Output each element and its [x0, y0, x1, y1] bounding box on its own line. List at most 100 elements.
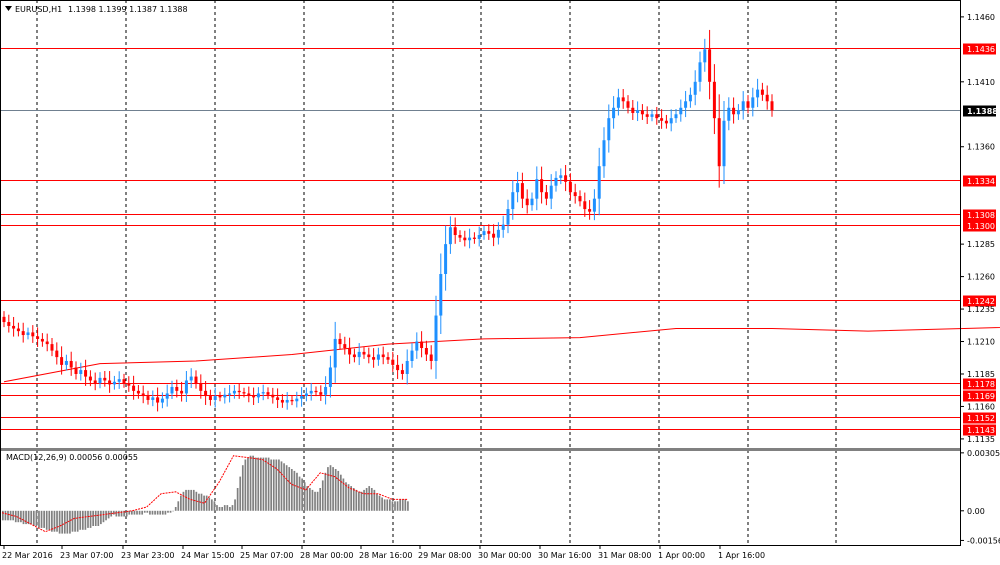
candle-body-103	[496, 229, 500, 238]
macd-bar-25	[66, 510, 69, 534]
candle-body-156	[751, 97, 755, 108]
candle-body-15	[74, 367, 78, 374]
candle-body-122	[588, 209, 592, 212]
candle-body-3	[16, 328, 20, 332]
candle-body-157	[756, 89, 760, 98]
candle-body-123	[592, 198, 596, 212]
macd-bar-63	[164, 510, 167, 515]
candle-body-74	[357, 351, 361, 358]
macd-bar-76	[198, 493, 200, 511]
time-label-7: 29 Mar 08:00	[418, 551, 471, 560]
candle-body-105	[506, 209, 510, 225]
candle-body-28	[136, 390, 140, 394]
level-label-5: 1.1178	[967, 380, 995, 389]
candle-body-96	[463, 237, 467, 241]
candle-body-1	[7, 322, 11, 326]
macd-bar-112	[290, 469, 293, 511]
moving-average-line	[3, 327, 1000, 383]
candle-body-62	[300, 396, 304, 399]
candle-body-151	[727, 107, 731, 121]
candle-body-104	[501, 224, 505, 230]
level-tag-1	[963, 175, 996, 187]
macd-bar-11	[30, 510, 33, 525]
candle-body-54	[261, 392, 265, 394]
macd-bar-7	[20, 510, 22, 523]
macd-bar-132	[342, 478, 345, 511]
macd-label: MACD(12,26,9) 0.00056 0.00055	[6, 453, 138, 462]
macd-bar-84	[218, 507, 221, 511]
time-label-10: 31 Mar 08:00	[598, 551, 651, 560]
candle-body-68	[328, 367, 332, 387]
candle-body-33	[160, 398, 164, 403]
candle-body-118	[568, 181, 572, 193]
macd-bar-92	[239, 476, 242, 511]
macd-bar-86	[223, 505, 226, 511]
candle-body-85	[410, 350, 414, 361]
macd-bar-90	[234, 499, 236, 511]
candle-body-25	[122, 379, 126, 384]
macd-bar-3	[9, 510, 12, 521]
macd-bar-97	[252, 455, 254, 511]
candle-body-32	[156, 397, 160, 403]
price-tick-5: 1.1235	[967, 305, 995, 314]
macd-bar-142	[368, 486, 371, 511]
candle-body-44	[213, 396, 217, 400]
macd-bar-68	[177, 501, 180, 511]
macd-bar-115	[298, 476, 301, 511]
macd-bar-23	[61, 510, 64, 534]
level-tag-0	[963, 43, 996, 55]
candle-body-116	[559, 175, 563, 178]
candle-body-31	[151, 397, 155, 400]
candle-body-42	[204, 390, 208, 397]
candle-body-94	[453, 227, 457, 236]
candle-body-27	[132, 385, 136, 391]
candle-body-50	[242, 392, 246, 394]
current-price-label: 1.1388	[967, 107, 998, 116]
symbol-label: EURUSD,H1	[15, 5, 62, 14]
macd-bar-1	[4, 510, 7, 521]
macd-bar-150	[389, 499, 391, 511]
candle-body-95	[458, 235, 462, 238]
macd-bar-153	[396, 501, 399, 511]
macd-bar-62	[161, 510, 164, 515]
candle-body-39	[189, 376, 193, 381]
macd-bar-36	[94, 510, 97, 526]
candle-body-55	[266, 392, 270, 395]
candle-body-134	[645, 114, 649, 117]
candle-body-143	[688, 94, 692, 102]
macd-layer	[1, 455, 409, 534]
time-label-5: 28 Mar 00:00	[300, 551, 353, 560]
macd-bar-111	[288, 467, 291, 511]
level-tag-6	[963, 390, 996, 402]
macd-bar-148	[383, 499, 386, 511]
candle-body-97	[468, 237, 472, 241]
macd-bar-119	[309, 488, 311, 511]
macd-bar-146	[378, 495, 381, 511]
macd-bar-4	[12, 510, 15, 521]
macd-bar-118	[306, 486, 309, 511]
macd-bar-42	[110, 510, 113, 517]
macd-bar-133	[345, 482, 347, 511]
candle-body-110	[530, 198, 534, 206]
macd-bar-21	[56, 510, 58, 532]
macd-bar-52	[136, 510, 138, 515]
macd-bar-120	[311, 489, 314, 511]
candle-body-129	[621, 97, 625, 102]
candle-body-133	[640, 110, 644, 115]
macd-bar-54	[141, 510, 144, 515]
grid-lines	[36, 0, 837, 545]
price-tick-8: 1.1160	[967, 402, 995, 411]
candle-body-117	[564, 175, 568, 182]
time-label-0: 22 Mar 2016	[2, 551, 53, 560]
dropdown-triangle-icon[interactable]	[5, 6, 12, 11]
macd-bar-32	[84, 510, 87, 530]
macd-bar-30	[79, 510, 82, 530]
candle-body-20	[98, 377, 102, 384]
candle-body-111	[535, 179, 539, 199]
candle-body-78	[376, 354, 380, 360]
macd-bar-37	[97, 510, 100, 526]
macd-bar-114	[296, 472, 298, 511]
macd-bar-140	[363, 489, 365, 511]
